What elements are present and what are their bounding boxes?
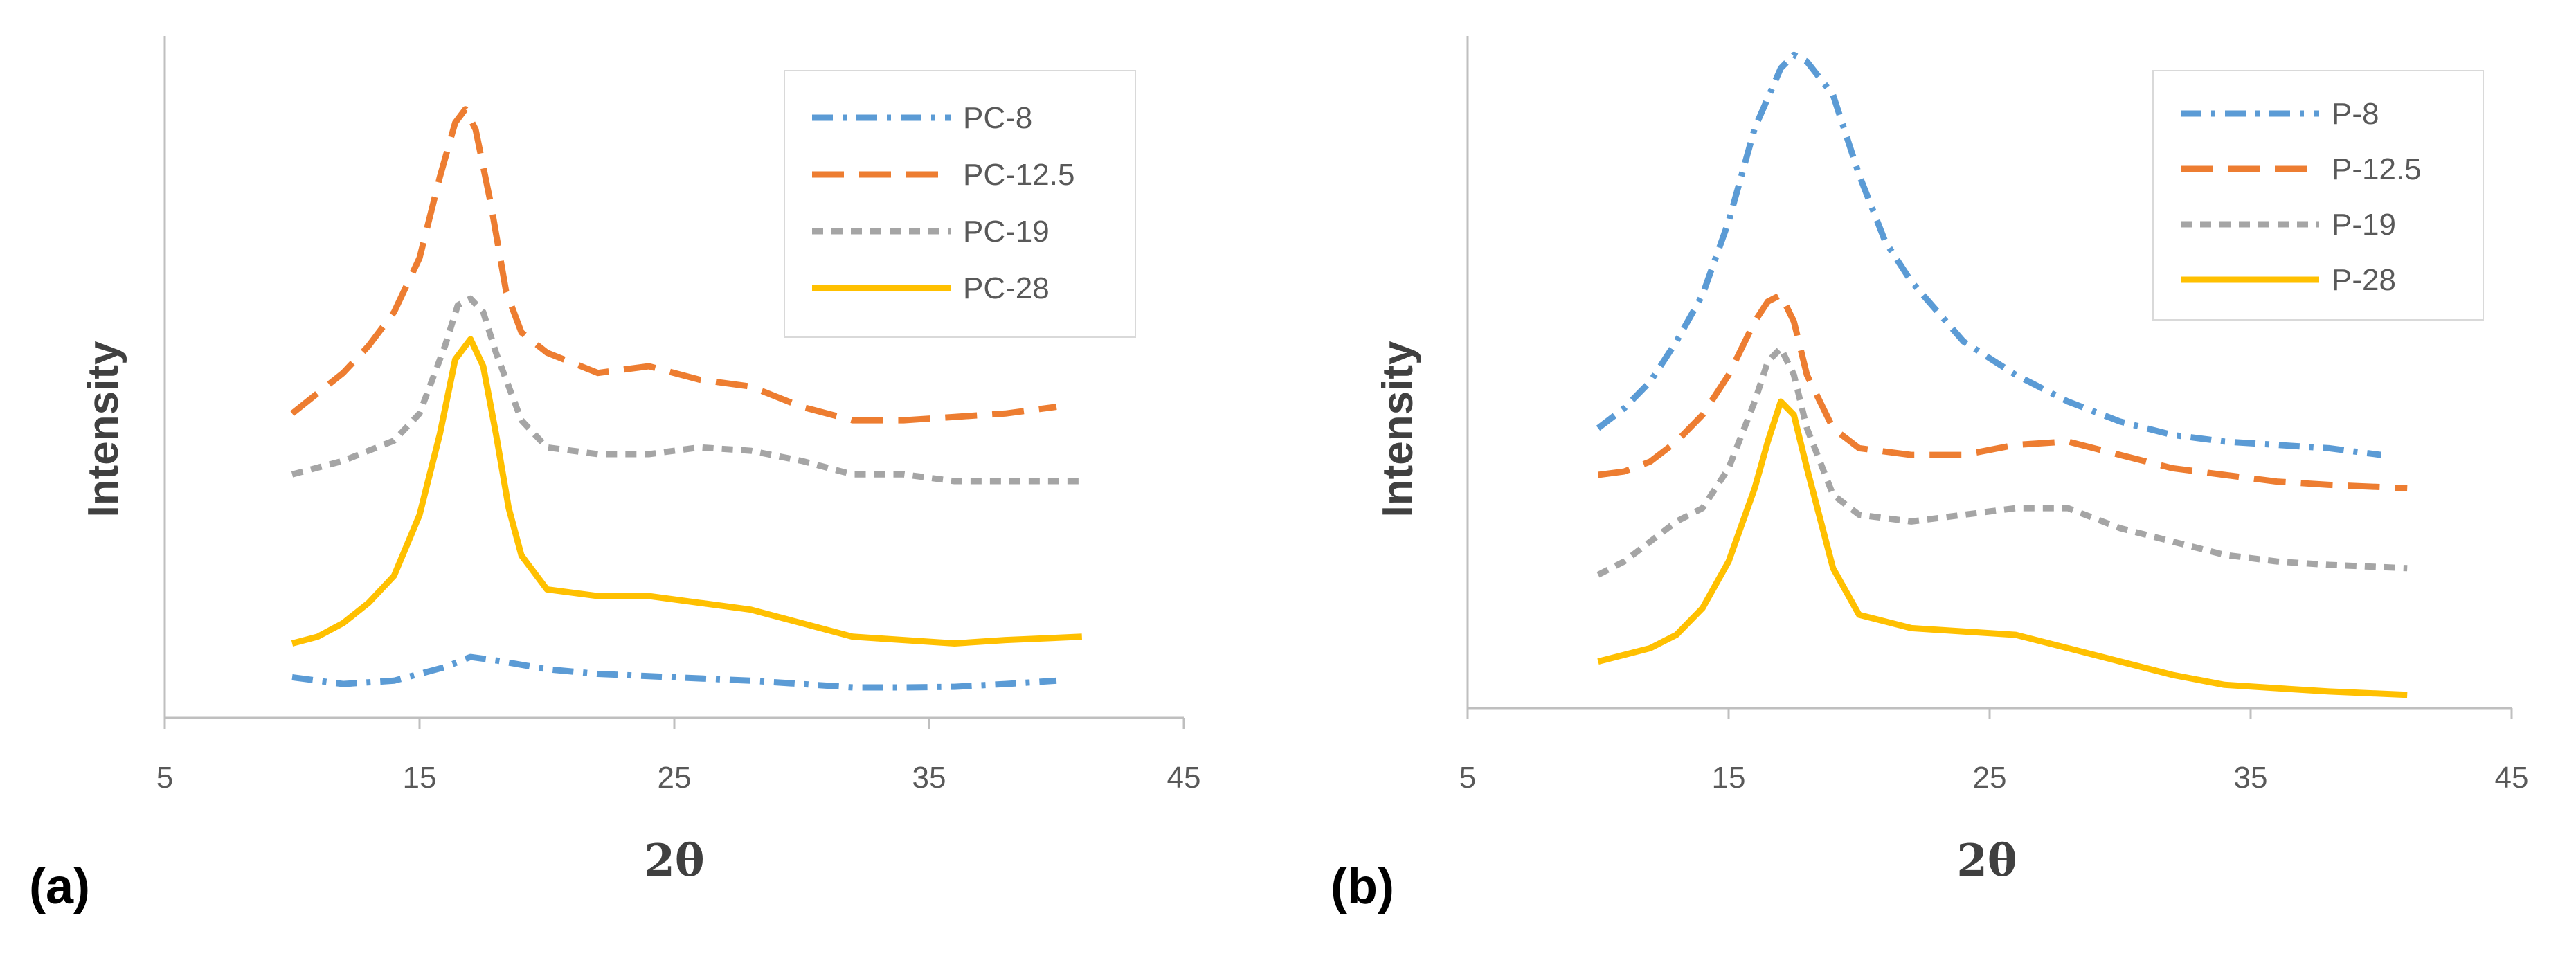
x-tick-label: 5: [1459, 761, 1476, 795]
series-line-pc-28: [291, 336, 1082, 647]
x-tick-label: 45: [2495, 761, 2529, 795]
legend: P-8 P-12.5 P-19 P-28: [2181, 97, 2422, 297]
x-tick-label: 35: [912, 761, 946, 795]
x-tick-label: 45: [1167, 761, 1201, 795]
series-line-p-28: [1597, 398, 2408, 698]
panel-b: 5 15 25 35 45 P-8 P-12.5 P-19 P-28 Intensity 2θ…: [1331, 36, 2528, 914]
series-line-p-19: [1596, 345, 2408, 578]
legend-entry-label: P-8: [2332, 97, 2379, 131]
legend-box: [784, 70, 1136, 338]
x-tick-labels: 5 15 25 35 45: [156, 761, 1201, 795]
legend-entry-label: PC-28: [963, 271, 1050, 305]
series-line-pc-8: [291, 653, 1057, 691]
x-tick-label: 25: [1973, 761, 2007, 795]
series-line-p-12-5: [1597, 291, 2408, 491]
legend-entry-label: PC-12.5: [963, 158, 1074, 192]
x-tick-label: 5: [156, 761, 173, 795]
legend-entry-label: PC-19: [963, 215, 1050, 249]
panel-label: (b): [1331, 859, 1394, 914]
legend-entry-label: P-28: [2332, 263, 2396, 297]
series-lines: [1596, 51, 2408, 698]
legend-entry-label: P-12.5: [2332, 152, 2422, 186]
x-tick-label: 15: [1712, 761, 1746, 795]
series-line-p-8: [1596, 51, 2382, 458]
x-axis-label: 2θ: [1956, 835, 2017, 887]
panel-label: (a): [29, 859, 90, 914]
series-line-pc-12-5: [290, 106, 1057, 424]
x-tick-labels: 5 15 25 35 45: [1459, 761, 2529, 795]
x-tick-label: 25: [658, 761, 692, 795]
x-tick-marks: [1466, 708, 2513, 719]
x-axis-label: 2θ: [644, 835, 704, 887]
series-lines: [290, 106, 1082, 691]
y-axis-label: Intensity: [80, 341, 127, 517]
x-tick-marks: [163, 718, 1185, 729]
x-tick-label: 15: [403, 761, 437, 795]
legend-entry-label: P-19: [2332, 208, 2396, 242]
panel-a: 5 15 25 35 45 PC-8 PC-12.5 PC-19 PC-28 Intensit…: [29, 36, 1200, 914]
legend-entry-label: PC-8: [963, 101, 1032, 135]
legend: PC-8 PC-12.5 PC-19 PC-28: [812, 101, 1074, 305]
x-tick-label: 35: [2234, 761, 2268, 795]
y-axis-label: Intensity: [1374, 341, 1422, 517]
